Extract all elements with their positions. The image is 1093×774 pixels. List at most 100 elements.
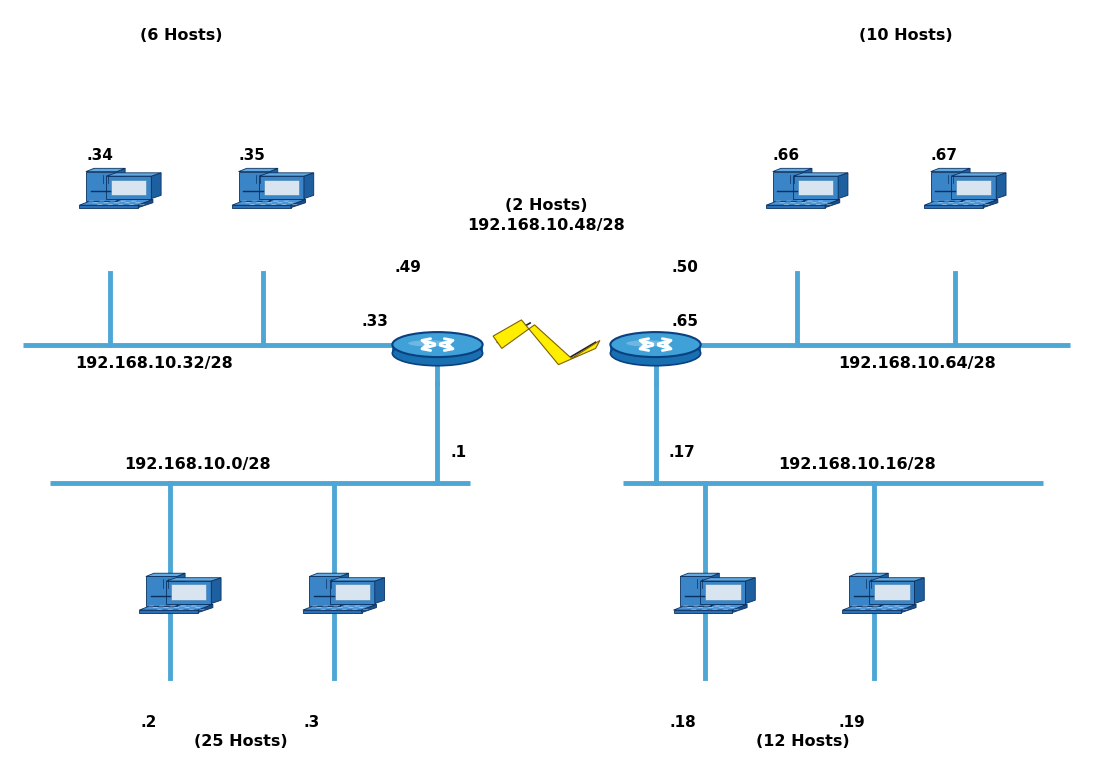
- Polygon shape: [91, 190, 113, 192]
- Polygon shape: [680, 574, 719, 577]
- Polygon shape: [166, 577, 221, 581]
- Polygon shape: [493, 320, 600, 365]
- Polygon shape: [314, 596, 336, 597]
- Polygon shape: [773, 168, 812, 172]
- Text: .17: .17: [669, 445, 695, 460]
- Text: .50: .50: [672, 260, 698, 276]
- Ellipse shape: [392, 332, 483, 357]
- Polygon shape: [951, 173, 1006, 176]
- Text: .49: .49: [395, 260, 421, 276]
- Polygon shape: [238, 172, 270, 201]
- Polygon shape: [303, 610, 362, 612]
- Polygon shape: [243, 190, 265, 192]
- Polygon shape: [232, 200, 306, 205]
- Polygon shape: [843, 610, 902, 612]
- Polygon shape: [962, 168, 971, 201]
- Polygon shape: [849, 574, 889, 577]
- Polygon shape: [874, 584, 909, 600]
- Polygon shape: [680, 577, 712, 606]
- Text: .1: .1: [450, 445, 467, 460]
- Polygon shape: [145, 574, 185, 577]
- Polygon shape: [309, 577, 340, 606]
- Text: .66: .66: [773, 149, 800, 163]
- Text: 192.168.10.64/28: 192.168.10.64/28: [838, 356, 996, 372]
- Polygon shape: [138, 200, 153, 207]
- Polygon shape: [86, 172, 117, 201]
- Polygon shape: [915, 577, 925, 604]
- Polygon shape: [139, 604, 213, 610]
- Polygon shape: [684, 596, 706, 597]
- Polygon shape: [111, 180, 146, 195]
- Polygon shape: [777, 190, 799, 192]
- Polygon shape: [925, 205, 983, 207]
- Polygon shape: [983, 200, 998, 207]
- Polygon shape: [838, 173, 848, 199]
- Polygon shape: [291, 200, 306, 207]
- Polygon shape: [238, 168, 278, 172]
- Polygon shape: [931, 168, 971, 172]
- Polygon shape: [854, 596, 875, 597]
- Ellipse shape: [610, 341, 701, 366]
- Ellipse shape: [610, 332, 701, 357]
- Polygon shape: [951, 176, 996, 199]
- Polygon shape: [86, 168, 125, 172]
- Polygon shape: [309, 574, 349, 577]
- Text: .19: .19: [838, 714, 866, 730]
- Polygon shape: [931, 172, 962, 201]
- Polygon shape: [392, 344, 483, 353]
- Polygon shape: [232, 205, 291, 207]
- Polygon shape: [303, 604, 376, 610]
- Polygon shape: [117, 168, 125, 201]
- Polygon shape: [362, 604, 376, 612]
- Text: (10 Hosts): (10 Hosts): [859, 29, 953, 43]
- Text: .34: .34: [86, 149, 113, 163]
- Polygon shape: [330, 581, 375, 604]
- Text: (25 Hosts): (25 Hosts): [195, 735, 289, 749]
- Polygon shape: [925, 200, 998, 205]
- Polygon shape: [304, 173, 314, 199]
- Polygon shape: [80, 205, 138, 207]
- Text: 192.168.10.16/28: 192.168.10.16/28: [778, 457, 936, 472]
- Polygon shape: [773, 172, 803, 201]
- Polygon shape: [334, 584, 369, 600]
- Polygon shape: [145, 577, 177, 606]
- Text: .2: .2: [140, 714, 156, 730]
- Polygon shape: [766, 200, 839, 205]
- Polygon shape: [106, 176, 151, 199]
- Polygon shape: [211, 577, 221, 604]
- Polygon shape: [259, 176, 304, 199]
- Polygon shape: [166, 581, 211, 604]
- Polygon shape: [263, 180, 299, 195]
- Polygon shape: [701, 581, 745, 604]
- Text: (2 Hosts)
192.168.10.48/28: (2 Hosts) 192.168.10.48/28: [468, 198, 625, 233]
- Polygon shape: [996, 173, 1006, 199]
- Polygon shape: [270, 168, 278, 201]
- Polygon shape: [172, 584, 207, 600]
- Polygon shape: [330, 577, 385, 581]
- Polygon shape: [766, 205, 825, 207]
- Polygon shape: [794, 173, 848, 176]
- Text: (12 Hosts): (12 Hosts): [756, 735, 849, 749]
- Polygon shape: [794, 176, 838, 199]
- Polygon shape: [843, 604, 916, 610]
- Ellipse shape: [626, 341, 667, 347]
- Polygon shape: [139, 610, 198, 612]
- Polygon shape: [732, 604, 748, 612]
- Text: (6 Hosts): (6 Hosts): [140, 29, 223, 43]
- Polygon shape: [936, 190, 957, 192]
- Polygon shape: [825, 200, 839, 207]
- Text: .35: .35: [238, 149, 266, 163]
- Polygon shape: [798, 180, 833, 195]
- Polygon shape: [712, 574, 719, 606]
- Polygon shape: [673, 610, 732, 612]
- Polygon shape: [869, 577, 925, 581]
- Text: 192.168.10.32/28: 192.168.10.32/28: [75, 356, 233, 372]
- Polygon shape: [673, 604, 748, 610]
- Text: .67: .67: [931, 149, 957, 163]
- Polygon shape: [701, 577, 755, 581]
- Polygon shape: [151, 173, 161, 199]
- Polygon shape: [151, 596, 173, 597]
- Ellipse shape: [392, 341, 483, 366]
- Polygon shape: [803, 168, 812, 201]
- Polygon shape: [340, 574, 349, 606]
